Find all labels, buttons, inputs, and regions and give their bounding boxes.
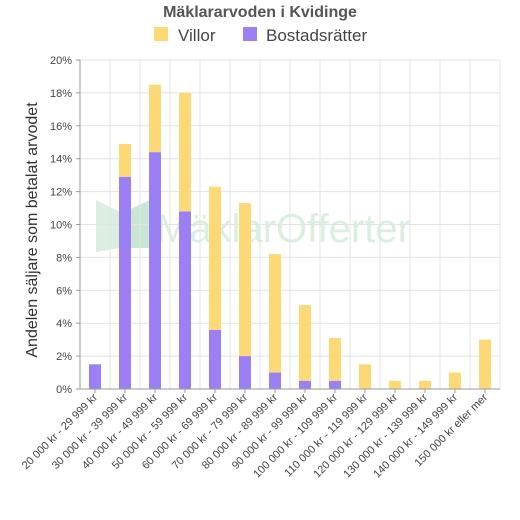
bar-bostadsr-tter[interactable] — [89, 364, 101, 389]
bar-villor[interactable] — [269, 254, 281, 373]
bar-villor[interactable] — [479, 339, 491, 389]
y-tick-label: 4% — [56, 318, 72, 330]
bar-bostadsr-tter[interactable] — [299, 380, 311, 389]
legend-item-bostadsratter[interactable]: Bostadsrätter — [243, 26, 367, 45]
grid — [79, 59, 501, 390]
bar-bostadsr-tter[interactable] — [239, 356, 251, 389]
bar-villor[interactable] — [329, 338, 341, 381]
bar-bostadsr-tter[interactable] — [269, 372, 281, 389]
bar-bostadsr-tter[interactable] — [149, 152, 161, 389]
watermark-logo-icon — [96, 200, 120, 252]
legend-label-villor: Villor — [178, 26, 216, 45]
y-tick-label: 8% — [56, 252, 72, 264]
bar-villor[interactable] — [149, 84, 161, 153]
bar-villor[interactable] — [359, 364, 371, 389]
bar-villor[interactable] — [449, 372, 461, 389]
y-tick-labels: 0% 2% 4% 6% 8% 10% 12% 14% 16% 18% 20% — [50, 55, 72, 396]
y-tick-label: 0% — [56, 384, 72, 396]
legend-swatch-villor — [154, 27, 168, 41]
bar-villor[interactable] — [239, 203, 251, 357]
y-tick-label: 20% — [50, 55, 72, 67]
axes — [76, 59, 500, 393]
chart-title: Mäklararvoden i Kvidinge — [163, 4, 357, 21]
legend-item-villor[interactable]: Villor — [154, 26, 216, 45]
y-tick-label: 14% — [50, 154, 72, 166]
bar-villor[interactable] — [389, 380, 401, 389]
bar-bostadsr-tter[interactable] — [329, 380, 341, 389]
watermark-text: MäklarOfferter — [156, 207, 411, 251]
y-axis-label: Andelen säljare som betalat arvodet — [24, 102, 41, 358]
bar-bostadsr-tter[interactable] — [179, 211, 191, 389]
watermark: MäklarOfferter — [96, 200, 411, 252]
y-tick-label: 12% — [50, 187, 72, 199]
bar-villor[interactable] — [119, 143, 131, 177]
bar-villor[interactable] — [419, 380, 431, 389]
y-tick-label: 10% — [50, 220, 72, 232]
bar-bostadsr-tter[interactable] — [209, 329, 221, 389]
y-tick-label: 18% — [50, 88, 72, 100]
y-tick-label: 6% — [56, 285, 72, 297]
bar-bostadsr-tter[interactable] — [119, 176, 131, 389]
bars — [89, 84, 491, 389]
y-tick-label: 2% — [56, 351, 72, 363]
legend-label-bostadsratter: Bostadsrätter — [266, 26, 367, 45]
bar-villor[interactable] — [179, 92, 191, 212]
y-tick-label: 16% — [50, 121, 72, 133]
bar-villor[interactable] — [209, 186, 221, 330]
bar-villor[interactable] — [299, 305, 311, 381]
legend: Villor Bostadsrätter — [154, 26, 367, 45]
legend-swatch-bostadsratter — [243, 27, 257, 41]
